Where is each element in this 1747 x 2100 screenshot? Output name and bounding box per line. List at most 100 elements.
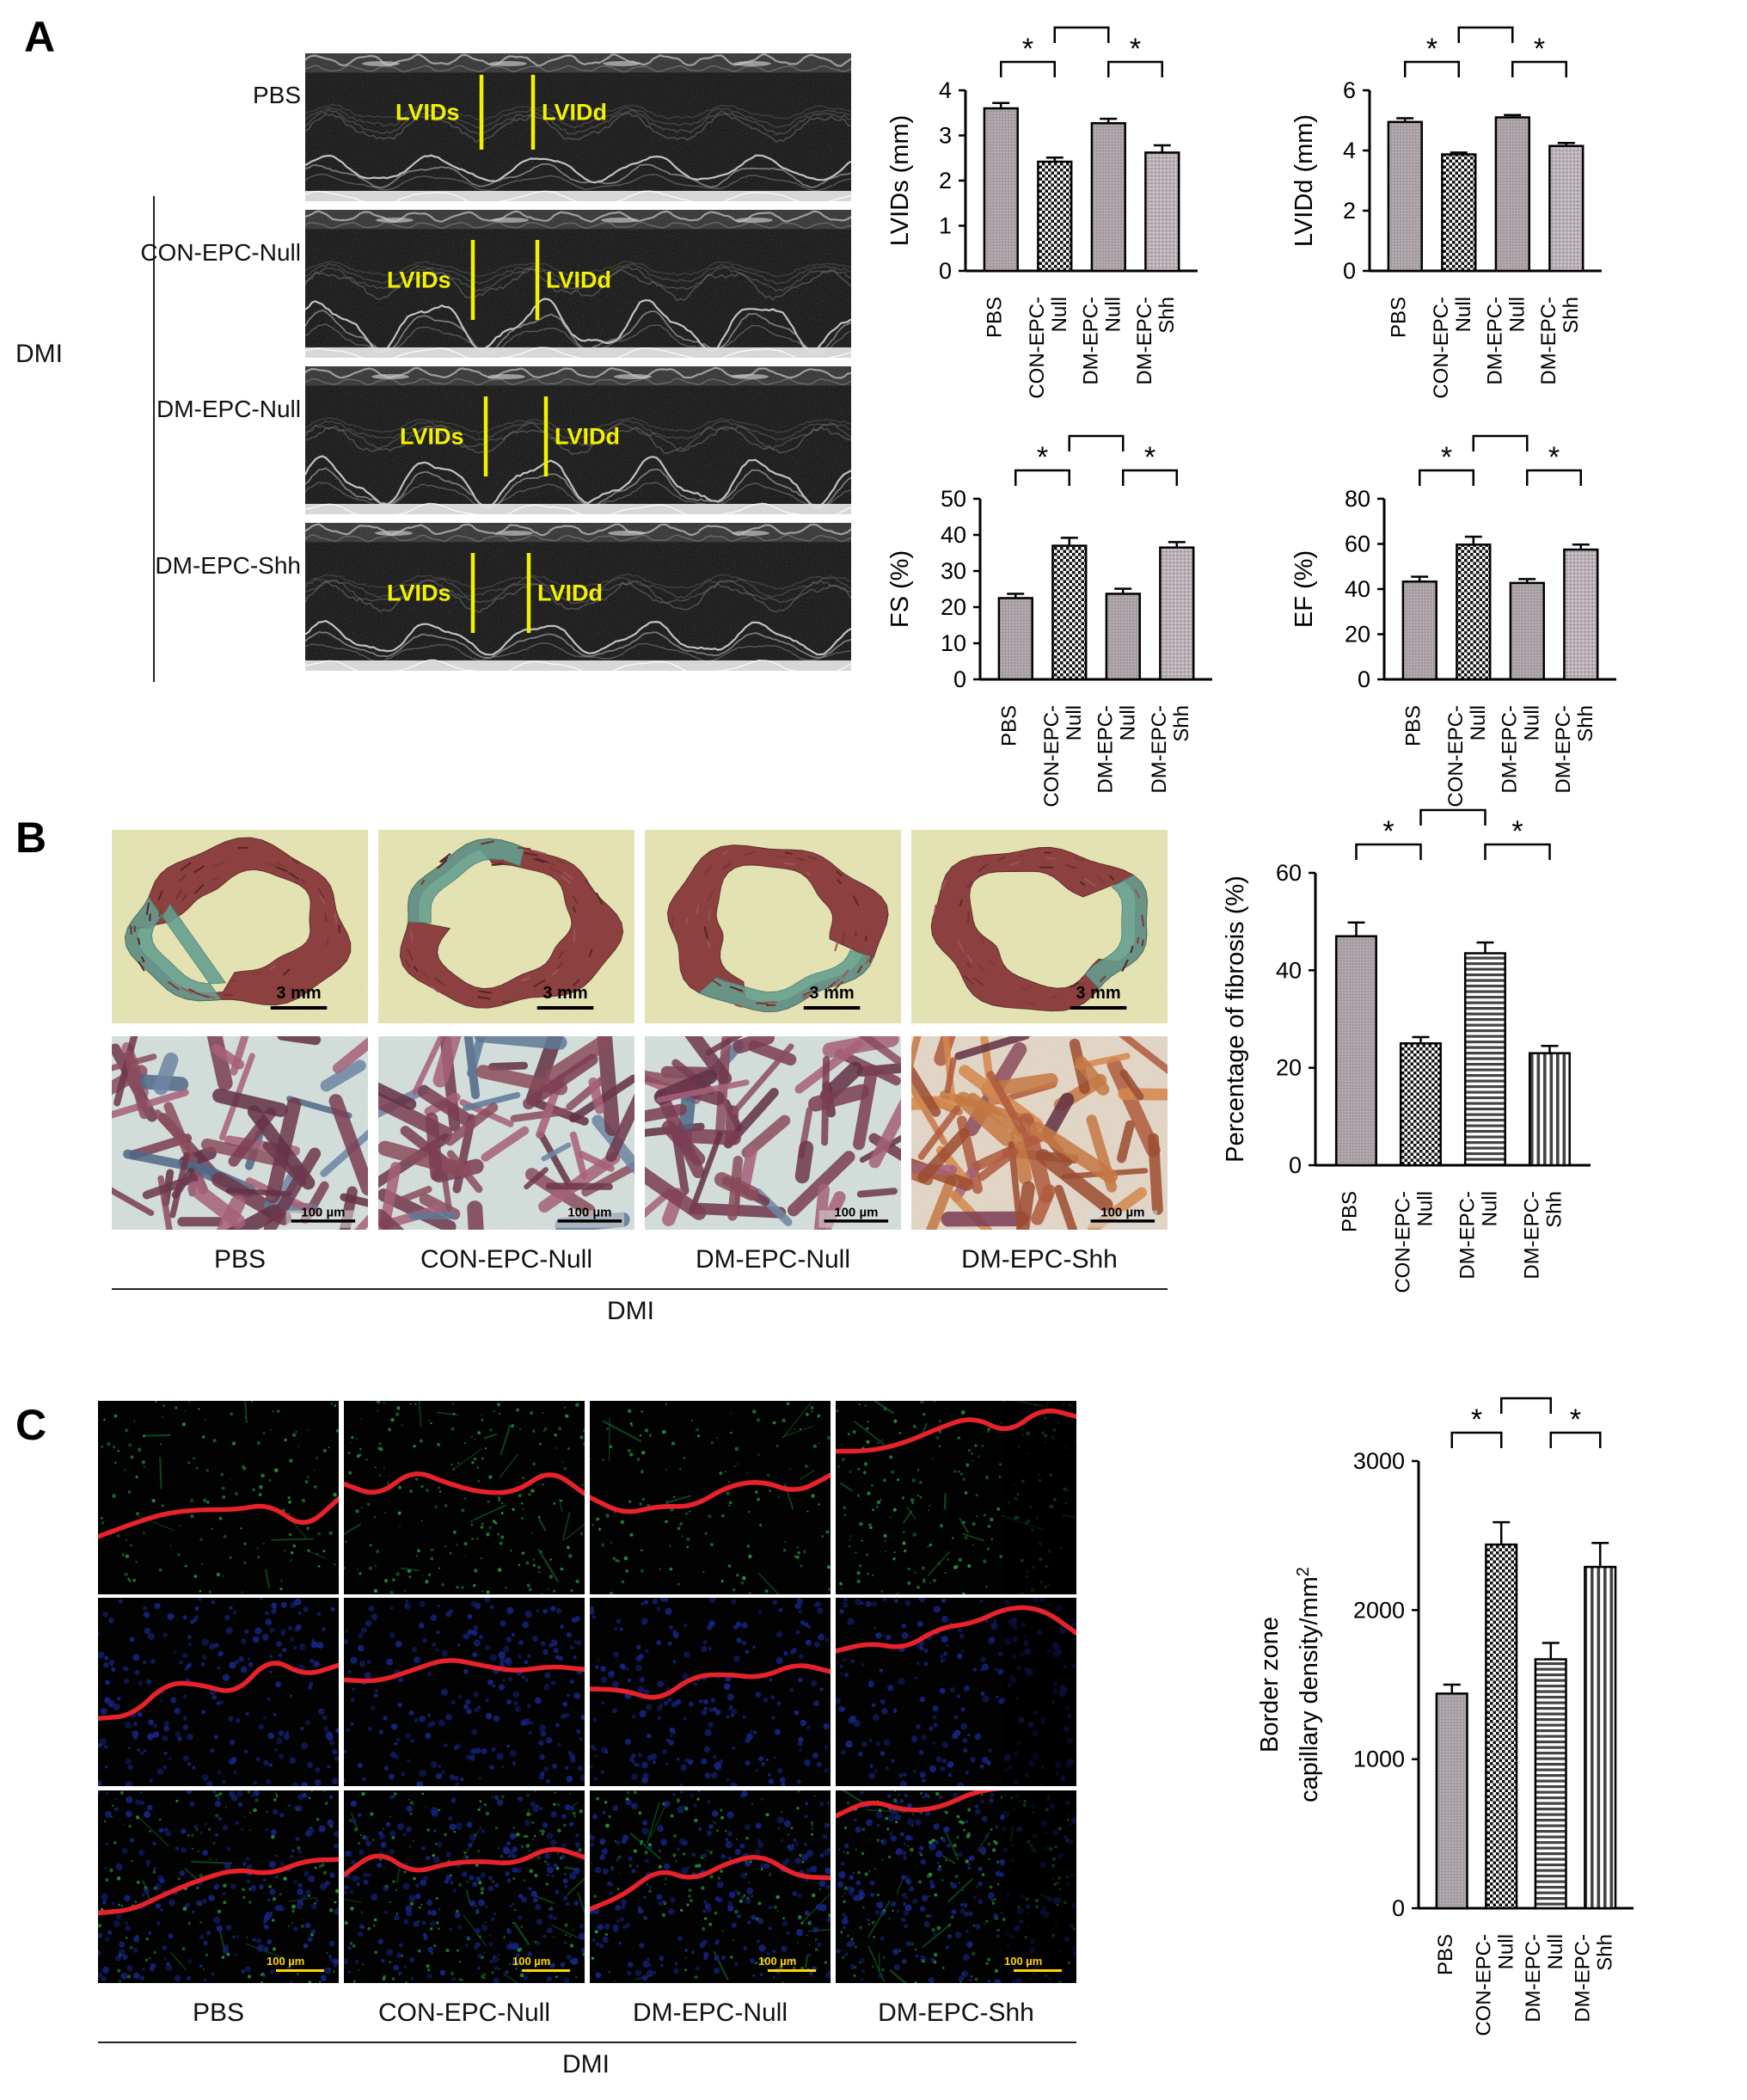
svg-text:*: *: [1471, 1403, 1482, 1436]
svg-text:Null: Null: [1101, 297, 1125, 332]
svg-text:0: 0: [1358, 666, 1370, 692]
svg-text:*: *: [1570, 1403, 1581, 1436]
svg-text:3 mm: 3 mm: [1076, 984, 1120, 1003]
svg-text:40: 40: [1276, 957, 1302, 983]
svg-text:DM-EPC-: DM-EPC-: [1522, 1934, 1545, 2023]
svg-text:3 mm: 3 mm: [542, 984, 587, 1003]
svg-text:Null: Null: [1544, 1934, 1567, 1969]
svg-text:Null: Null: [1116, 705, 1139, 740]
svg-text:0: 0: [1343, 258, 1356, 284]
svg-text:60: 60: [1345, 531, 1370, 557]
svg-text:PBS: PBS: [1401, 705, 1425, 746]
svg-text:CON-EPC-: CON-EPC-: [1026, 297, 1049, 399]
svg-text:DM-EPC-: DM-EPC-: [1498, 705, 1521, 794]
svg-text:Null: Null: [1063, 705, 1086, 740]
svg-text:Null: Null: [1414, 1191, 1437, 1226]
svg-text:0: 0: [1289, 1152, 1302, 1178]
svg-text:LVIDd: LVIDd: [555, 424, 620, 450]
svg-text:*: *: [1447, 804, 1458, 814]
svg-text:PBS: PBS: [997, 705, 1021, 746]
svg-text:LVIDs: LVIDs: [400, 424, 464, 450]
svg-text:DM-EPC-: DM-EPC-: [1521, 1191, 1544, 1280]
svg-text:PBS: PBS: [1339, 1191, 1362, 1232]
svg-text:LVIDs (mm): LVIDs (mm): [886, 115, 914, 247]
svg-text:20: 20: [1345, 622, 1370, 648]
svg-text:*: *: [1494, 430, 1505, 439]
svg-text:CON-EPC-: CON-EPC-: [1392, 1191, 1415, 1293]
svg-text:DM-EPC-: DM-EPC-: [1148, 705, 1171, 794]
svg-text:20: 20: [1276, 1055, 1302, 1081]
svg-text:80: 80: [1345, 486, 1370, 512]
svg-text:50: 50: [941, 486, 966, 512]
svg-text:CON-EPC-: CON-EPC-: [1472, 1934, 1495, 2036]
svg-text:Null: Null: [1479, 1191, 1502, 1226]
svg-text:30: 30: [941, 558, 966, 584]
svg-text:LVIDd: LVIDd: [542, 100, 607, 126]
svg-text:40: 40: [1345, 576, 1370, 602]
svg-text:*: *: [1076, 21, 1087, 31]
svg-text:*: *: [1022, 33, 1033, 65]
svg-text:Null: Null: [1494, 1934, 1517, 1969]
svg-text:LVIDd (mm): LVIDd (mm): [1290, 114, 1318, 247]
svg-text:1000: 1000: [1353, 1747, 1405, 1772]
svg-text:*: *: [1520, 1392, 1531, 1402]
svg-text:DM-EPC-: DM-EPC-: [1094, 705, 1117, 794]
svg-text:FS (%): FS (%): [886, 550, 914, 628]
svg-text:PBS: PBS: [983, 297, 1006, 338]
svg-text:EF (%): EF (%): [1290, 550, 1318, 628]
svg-text:Border zone: Border zone: [1256, 1617, 1284, 1753]
svg-text:*: *: [1426, 33, 1437, 65]
svg-text:Shh: Shh: [1155, 297, 1179, 334]
svg-text:CON-EPC-: CON-EPC-: [1444, 705, 1468, 807]
svg-text:1: 1: [939, 213, 952, 239]
svg-text:*: *: [1534, 33, 1545, 65]
svg-text:*: *: [1548, 441, 1560, 474]
svg-text:0: 0: [1392, 1895, 1405, 1921]
svg-text:LVIDd: LVIDd: [537, 580, 603, 606]
svg-text:PBS: PBS: [1434, 1934, 1457, 1975]
svg-text:DM-EPC-: DM-EPC-: [1133, 297, 1156, 385]
svg-text:CON-EPC-: CON-EPC-: [1430, 297, 1453, 399]
svg-text:100 µm: 100 µm: [834, 1205, 878, 1219]
svg-text:0: 0: [939, 258, 952, 284]
svg-text:Null: Null: [1048, 297, 1071, 332]
svg-text:100 µm: 100 µm: [1100, 1205, 1144, 1219]
svg-text:4: 4: [939, 77, 952, 103]
svg-text:CON-EPC-: CON-EPC-: [1040, 705, 1064, 807]
svg-text:3000: 3000: [1353, 1448, 1405, 1474]
svg-text:Percentage of fibrosis (%): Percentage of fibrosis (%): [1222, 875, 1249, 1163]
svg-text:3: 3: [939, 123, 952, 149]
svg-text:3 mm: 3 mm: [276, 984, 321, 1003]
svg-text:3 mm: 3 mm: [809, 984, 854, 1003]
svg-text:LVIDs: LVIDs: [395, 100, 460, 126]
svg-text:LVIDd: LVIDd: [546, 267, 611, 293]
svg-text:*: *: [1480, 21, 1491, 31]
svg-text:60: 60: [1276, 860, 1302, 886]
svg-text:20: 20: [941, 594, 966, 620]
svg-text:Null: Null: [1505, 297, 1529, 332]
svg-text:4: 4: [1343, 138, 1356, 163]
svg-text:0: 0: [953, 666, 966, 692]
svg-text:DM-EPC-: DM-EPC-: [1483, 297, 1506, 385]
svg-text:capillary density/mm2: capillary density/mm2: [1294, 1567, 1323, 1802]
svg-text:6: 6: [1343, 77, 1356, 103]
svg-text:10: 10: [941, 630, 966, 656]
svg-text:Shh: Shh: [1543, 1191, 1566, 1228]
svg-text:*: *: [1090, 430, 1101, 439]
svg-text:*: *: [1511, 815, 1523, 848]
svg-text:2: 2: [1343, 198, 1356, 224]
svg-text:2000: 2000: [1353, 1597, 1405, 1623]
svg-text:Shh: Shh: [1560, 297, 1583, 334]
svg-text:Shh: Shh: [1574, 705, 1597, 742]
svg-text:40: 40: [941, 522, 966, 548]
svg-text:*: *: [1037, 441, 1048, 474]
svg-text:Null: Null: [1467, 705, 1490, 740]
svg-text:2: 2: [939, 168, 952, 193]
svg-text:DM-EPC-: DM-EPC-: [1079, 297, 1102, 385]
svg-text:*: *: [1130, 33, 1141, 65]
svg-text:Null: Null: [1520, 705, 1543, 740]
svg-text:*: *: [1441, 441, 1452, 474]
svg-text:PBS: PBS: [1387, 297, 1410, 338]
svg-text:DM-EPC-: DM-EPC-: [1552, 705, 1575, 794]
svg-text:DM-EPC-: DM-EPC-: [1456, 1191, 1480, 1280]
